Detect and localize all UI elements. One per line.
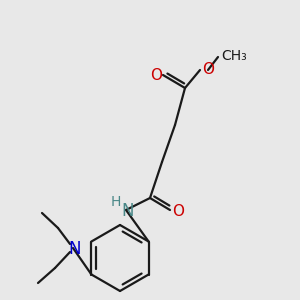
Text: O: O <box>202 61 214 76</box>
Text: N: N <box>69 240 81 258</box>
Text: O: O <box>172 203 184 218</box>
Text: N: N <box>122 202 134 220</box>
Text: O: O <box>150 68 162 82</box>
Text: H: H <box>111 195 121 209</box>
Text: CH₃: CH₃ <box>221 49 247 63</box>
